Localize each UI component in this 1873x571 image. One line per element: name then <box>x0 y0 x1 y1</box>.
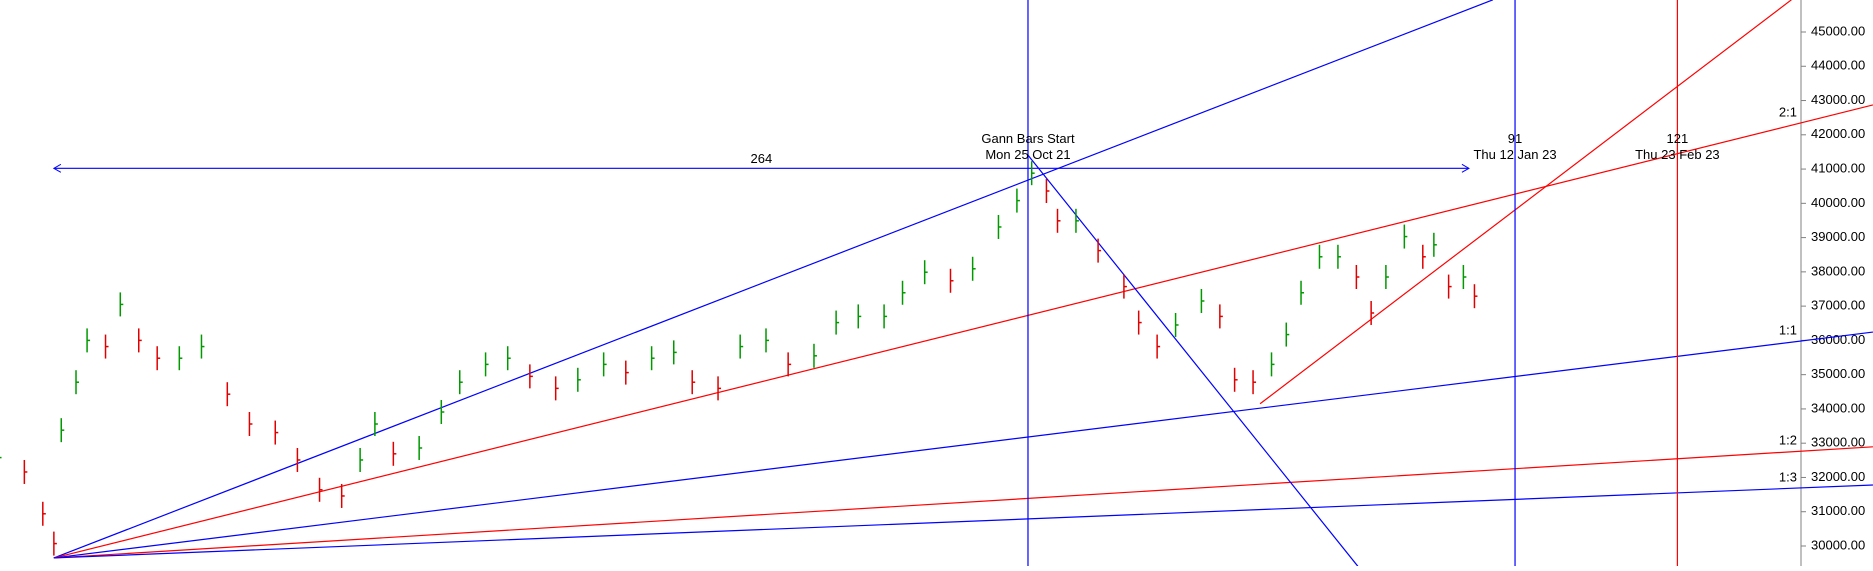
gann-start-title: Gann Bars Start <box>981 131 1075 146</box>
gann-fan-line <box>53 104 1873 559</box>
marker-count: 91 <box>1508 131 1522 146</box>
marker-date: Thu 23 Feb 23 <box>1635 147 1720 162</box>
y-tick-label: 31000.00 <box>1811 503 1865 518</box>
y-tick-label: 44000.00 <box>1811 58 1865 73</box>
y-tick-label: 38000.00 <box>1811 263 1865 278</box>
y-tick-label: 36000.00 <box>1811 332 1865 347</box>
gann-start-date: Mon 25 Oct 21 <box>985 147 1070 162</box>
count-label: 264 <box>751 151 773 166</box>
gann-fan-label: 1:1 <box>1779 322 1797 337</box>
gann-line <box>1027 154 1359 567</box>
y-tick-label: 42000.00 <box>1811 126 1865 141</box>
y-tick-label: 37000.00 <box>1811 298 1865 313</box>
y-tick-label: 34000.00 <box>1811 400 1865 415</box>
gann-fan-line <box>53 331 1873 559</box>
y-tick-label: 39000.00 <box>1811 229 1865 244</box>
y-tick-label: 41000.00 <box>1811 161 1865 176</box>
gann-fan-line <box>53 484 1873 559</box>
gann-fan-line <box>53 0 1494 559</box>
marker-date: Thu 12 Jan 23 <box>1473 147 1556 162</box>
marker-count: 121 <box>1667 131 1689 146</box>
gann-fan-line <box>53 446 1873 559</box>
y-tick-label: 30000.00 <box>1811 537 1865 552</box>
y-tick-label: 40000.00 <box>1811 195 1865 210</box>
gann-fan-label: 1:3 <box>1779 469 1797 484</box>
y-tick-label: 32000.00 <box>1811 469 1865 484</box>
gann-line <box>1259 0 1792 405</box>
y-tick-label: 33000.00 <box>1811 435 1865 450</box>
y-tick-label: 45000.00 <box>1811 23 1865 38</box>
arrow-head <box>52 163 62 173</box>
arrow-head <box>1461 163 1470 173</box>
y-tick-label: 35000.00 <box>1811 366 1865 381</box>
gann-fan-label: 2:1 <box>1779 104 1797 119</box>
y-tick-label: 43000.00 <box>1811 92 1865 107</box>
gann-fan-label: 1:2 <box>1779 433 1797 448</box>
